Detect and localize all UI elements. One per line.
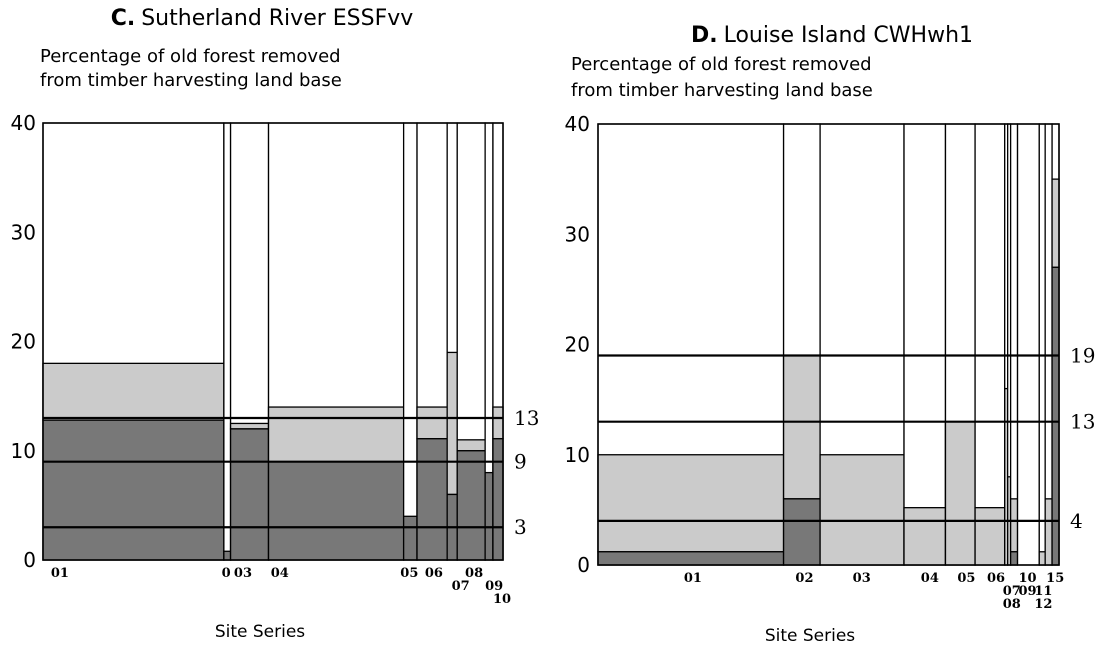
reference-line-label: 4 [1070, 509, 1083, 533]
bar-dark-segment [484, 471, 494, 561]
chart-title: D. Louise Island CWHwh1 [691, 23, 973, 48]
y-tick-label: 20 [565, 333, 590, 357]
bar-light-segment [267, 406, 405, 463]
bar-light-segment [456, 439, 486, 452]
y-axis-label-line-1: Percentage of old forest removed [40, 46, 341, 67]
x-category-label: 12 [1034, 597, 1052, 612]
x-category-label: 03 [853, 571, 871, 586]
x-axis-label: Site Series [765, 626, 855, 646]
chart-title-letter: C. [111, 6, 136, 31]
y-tick-label: 20 [11, 330, 36, 354]
x-category-label: 04 [921, 571, 939, 586]
chart-panel-c: C. Sutherland River ESSFvv Percentage of … [11, 6, 540, 642]
bar-dark-segment [597, 551, 785, 566]
bar-dark-segment [456, 450, 486, 561]
bar-light-segment [903, 507, 947, 566]
bar-light-segment [1038, 551, 1046, 566]
reference-line-label: 9 [514, 450, 527, 474]
y-tick-label: 40 [11, 111, 36, 135]
bar-light-segment [1051, 178, 1060, 268]
bar-column [1038, 123, 1046, 566]
bar-dark-segment [42, 419, 225, 561]
reference-line-label: 3 [514, 515, 527, 539]
y-tick-label: 30 [565, 222, 590, 246]
bar-light-segment [492, 406, 504, 440]
bar-dark-segment [223, 550, 232, 561]
x-axis-label: Site Series [215, 622, 305, 642]
x-category-label: 03 [234, 566, 252, 581]
y-tick-label: 0 [23, 548, 36, 572]
chart-title-text: Sutherland River ESSFvv [141, 6, 413, 31]
bar-dark-segment [1009, 551, 1019, 566]
x-category-label: 09 [1019, 584, 1037, 599]
x-category-label: 05 [957, 571, 975, 586]
y-tick-label: 40 [565, 112, 590, 136]
reference-line-label: 19 [1070, 344, 1095, 368]
bar-light-segment [42, 362, 225, 421]
x-category-label: 04 [271, 566, 289, 581]
x-category-label: 05 [400, 566, 418, 581]
x-category-label: 01 [51, 566, 69, 581]
y-tick-label: 10 [565, 443, 590, 467]
chart-title-letter: D. [691, 23, 718, 48]
bar-light-segment [944, 421, 976, 566]
x-category-label: 11 [1034, 584, 1052, 599]
bar-light-segment [1009, 498, 1019, 553]
y-axis-label-line-2: from timber harvesting land base [571, 80, 873, 101]
y-axis-label-line-1: Percentage of old forest removed [571, 54, 872, 75]
bar-light-segment [446, 351, 458, 496]
plot-frame [42, 122, 504, 561]
bar-column [1016, 123, 1040, 566]
chart-panel-d: D. Louise Island CWHwh1 Percentage of old… [565, 23, 1096, 646]
x-category-label: 08 [1003, 597, 1021, 612]
x-category-label: 06 [425, 566, 443, 581]
bar-light-segment [819, 454, 905, 566]
x-category-label: 0 [222, 566, 231, 581]
chart-title-text: Louise Island CWHwh1 [724, 23, 973, 48]
bar-column [402, 122, 418, 561]
x-category-label: 07 [1003, 584, 1021, 599]
reference-line-label: 13 [1070, 410, 1095, 434]
plot-frame [597, 123, 1060, 566]
reference-line-label: 13 [514, 406, 539, 430]
x-category-label: 09 [485, 579, 503, 594]
bar-dark-segment [782, 498, 821, 566]
bar-light-segment [229, 422, 270, 430]
bar-light-segment [974, 507, 1006, 566]
x-category-label: 06 [987, 571, 1005, 586]
bar-column [903, 123, 947, 566]
bar-light-segment [416, 406, 448, 440]
x-category-label: 08 [465, 566, 483, 581]
bar-dark-segment [229, 428, 270, 561]
y-tick-label: 0 [577, 553, 590, 577]
x-category-label: 10 [1019, 571, 1037, 586]
x-category-label: 07 [452, 579, 470, 594]
bar-column [974, 123, 1006, 566]
bar-dark-segment [267, 461, 405, 561]
chart-title: C. Sutherland River ESSFvv [111, 6, 414, 31]
y-axis-label-line-2: from timber harvesting land base [40, 70, 342, 91]
bar-light-segment [1044, 498, 1053, 566]
bar-dark-segment [402, 515, 418, 561]
y-tick-label: 10 [11, 439, 36, 463]
x-category-label: 15 [1046, 571, 1064, 586]
bar-column [223, 122, 232, 561]
bar-dark-segment [492, 438, 504, 561]
y-tick-label: 30 [11, 220, 36, 244]
x-category-label: 01 [684, 571, 702, 586]
x-category-label: 02 [795, 571, 813, 586]
x-category-label: 10 [493, 592, 511, 607]
bar-light-segment [782, 354, 821, 500]
bar-light-segment [597, 454, 785, 553]
bar-dark-segment [416, 438, 448, 561]
